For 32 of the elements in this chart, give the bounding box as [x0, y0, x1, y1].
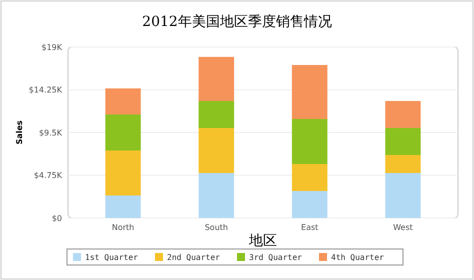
chart-title: 2012年美国地区季度销售情况 [142, 14, 332, 30]
legend-label: 4th Quarter [331, 252, 384, 262]
bar [198, 173, 234, 218]
bar [105, 150, 141, 196]
bar [105, 114, 141, 150]
bar [105, 196, 141, 218]
x-tick-label: West [393, 223, 413, 232]
legend-label: 2nd Quarter [167, 252, 220, 262]
x-tick-label: North [112, 223, 134, 232]
y-tick-label: $0 [52, 214, 62, 223]
bar [198, 101, 234, 128]
bar [292, 119, 328, 164]
y-axis-title: Sales [15, 120, 24, 145]
y-tick-label: $14.25K [28, 86, 63, 95]
bar [385, 128, 421, 155]
bar [198, 128, 234, 173]
y-tick-label: $9.5K [38, 128, 63, 138]
legend-label: 1st Quarter [85, 252, 138, 262]
bar [292, 65, 328, 119]
x-tick-label: East [301, 223, 318, 232]
y-tick-label: $19K [41, 42, 63, 52]
bar [292, 164, 328, 191]
bar [385, 173, 421, 218]
y-tick-label: $4.75K [34, 171, 63, 180]
bar [385, 155, 421, 173]
legend-label: 3rd Quarter [249, 252, 302, 262]
x-axis-title: 地区 [248, 233, 277, 249]
bar [198, 56, 234, 101]
bar [292, 191, 328, 218]
bar [385, 101, 421, 128]
bar [105, 88, 141, 114]
x-tick-label: South [204, 223, 228, 232]
